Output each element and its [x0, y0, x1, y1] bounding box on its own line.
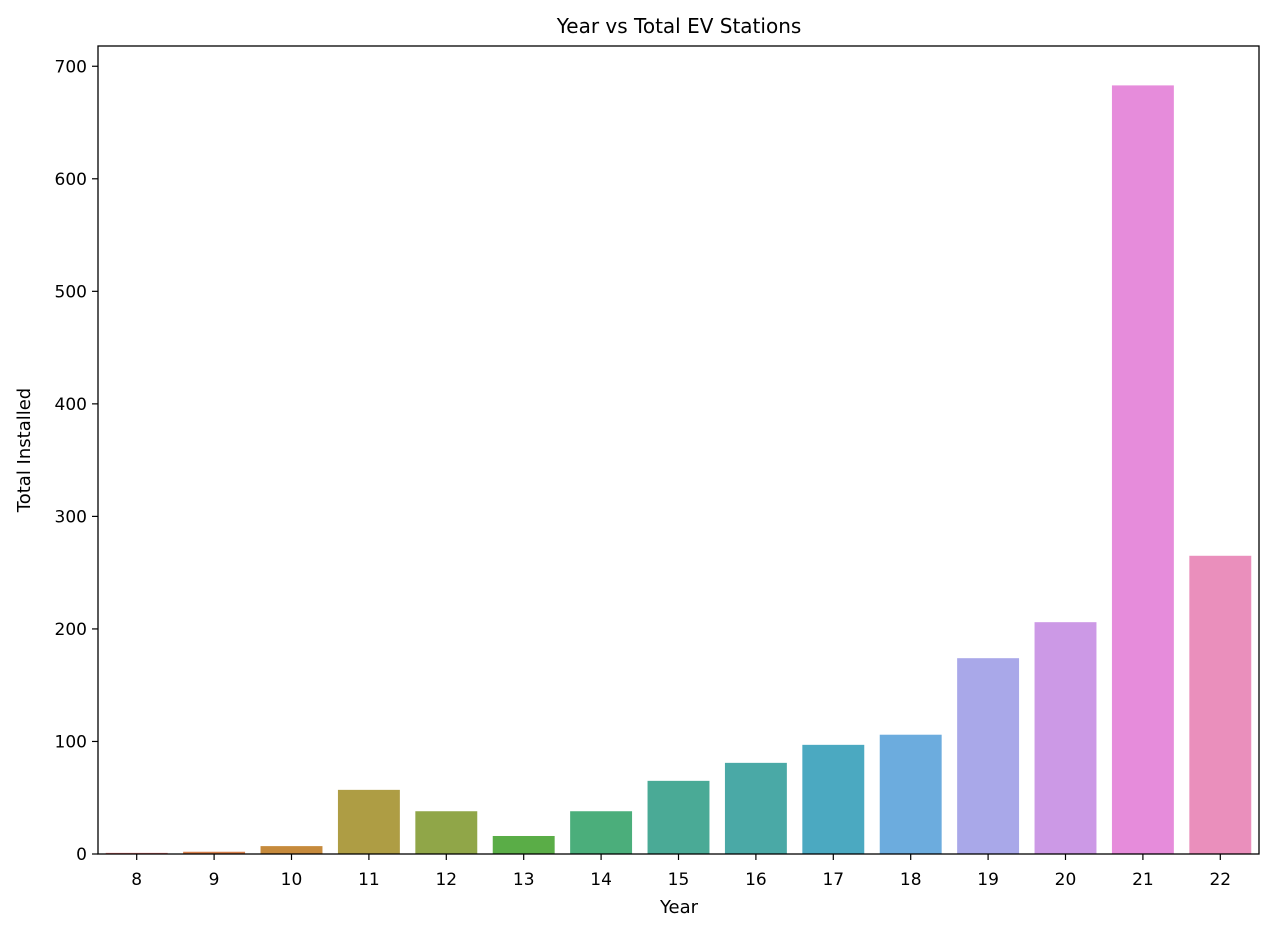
x-tick-label: 19 — [977, 870, 999, 890]
x-tick-label: 17 — [822, 870, 844, 890]
chart-title: Year vs Total EV Stations — [556, 14, 802, 38]
x-tick-label: 10 — [281, 870, 303, 890]
y-tick-label: 100 — [55, 732, 87, 752]
x-tick-label: 15 — [668, 870, 690, 890]
bar-18 — [879, 734, 942, 854]
bar-10 — [260, 846, 323, 854]
x-tick-label: 18 — [900, 870, 922, 890]
bar-11 — [337, 789, 400, 854]
bars-group — [105, 85, 1252, 854]
bar-13 — [492, 835, 555, 854]
x-tick-label: 16 — [745, 870, 767, 890]
x-tick-label: 22 — [1209, 870, 1231, 890]
x-tick-label: 12 — [435, 870, 457, 890]
bar-17 — [802, 744, 865, 854]
x-axis-label: Year — [659, 897, 699, 918]
y-axis-label: Total Installed — [14, 388, 35, 513]
x-axis-ticks: 8 9 10 11 12 13 14 15 16 17 18 19 20 21 22 — [131, 854, 1231, 890]
x-tick-label: 9 — [209, 870, 220, 890]
y-tick-label: 600 — [55, 170, 87, 190]
y-tick-label: 500 — [55, 282, 87, 302]
y-tick-label: 200 — [55, 620, 87, 640]
bar-15 — [647, 780, 710, 854]
x-tick-label: 11 — [358, 870, 380, 890]
bar-21 — [1111, 85, 1174, 854]
x-tick-label: 21 — [1132, 870, 1154, 890]
x-tick-label: 20 — [1055, 870, 1077, 890]
bar-20 — [1034, 622, 1097, 854]
y-tick-label: 0 — [76, 845, 87, 865]
y-axis-ticks: 0 100 200 300 400 500 600 700 — [55, 57, 98, 865]
bar-12 — [415, 811, 478, 854]
y-tick-label: 400 — [55, 395, 87, 415]
bar-22 — [1189, 555, 1252, 854]
x-tick-label: 8 — [131, 870, 142, 890]
plot-frame — [97, 45, 1260, 855]
bar-19 — [957, 658, 1020, 854]
x-tick-label: 14 — [590, 870, 612, 890]
y-tick-label: 300 — [55, 507, 87, 527]
y-tick-label: 700 — [55, 57, 87, 77]
bar-16 — [724, 762, 787, 854]
bar-9 — [183, 851, 246, 854]
bar-14 — [570, 811, 633, 854]
x-tick-label: 13 — [513, 870, 535, 890]
